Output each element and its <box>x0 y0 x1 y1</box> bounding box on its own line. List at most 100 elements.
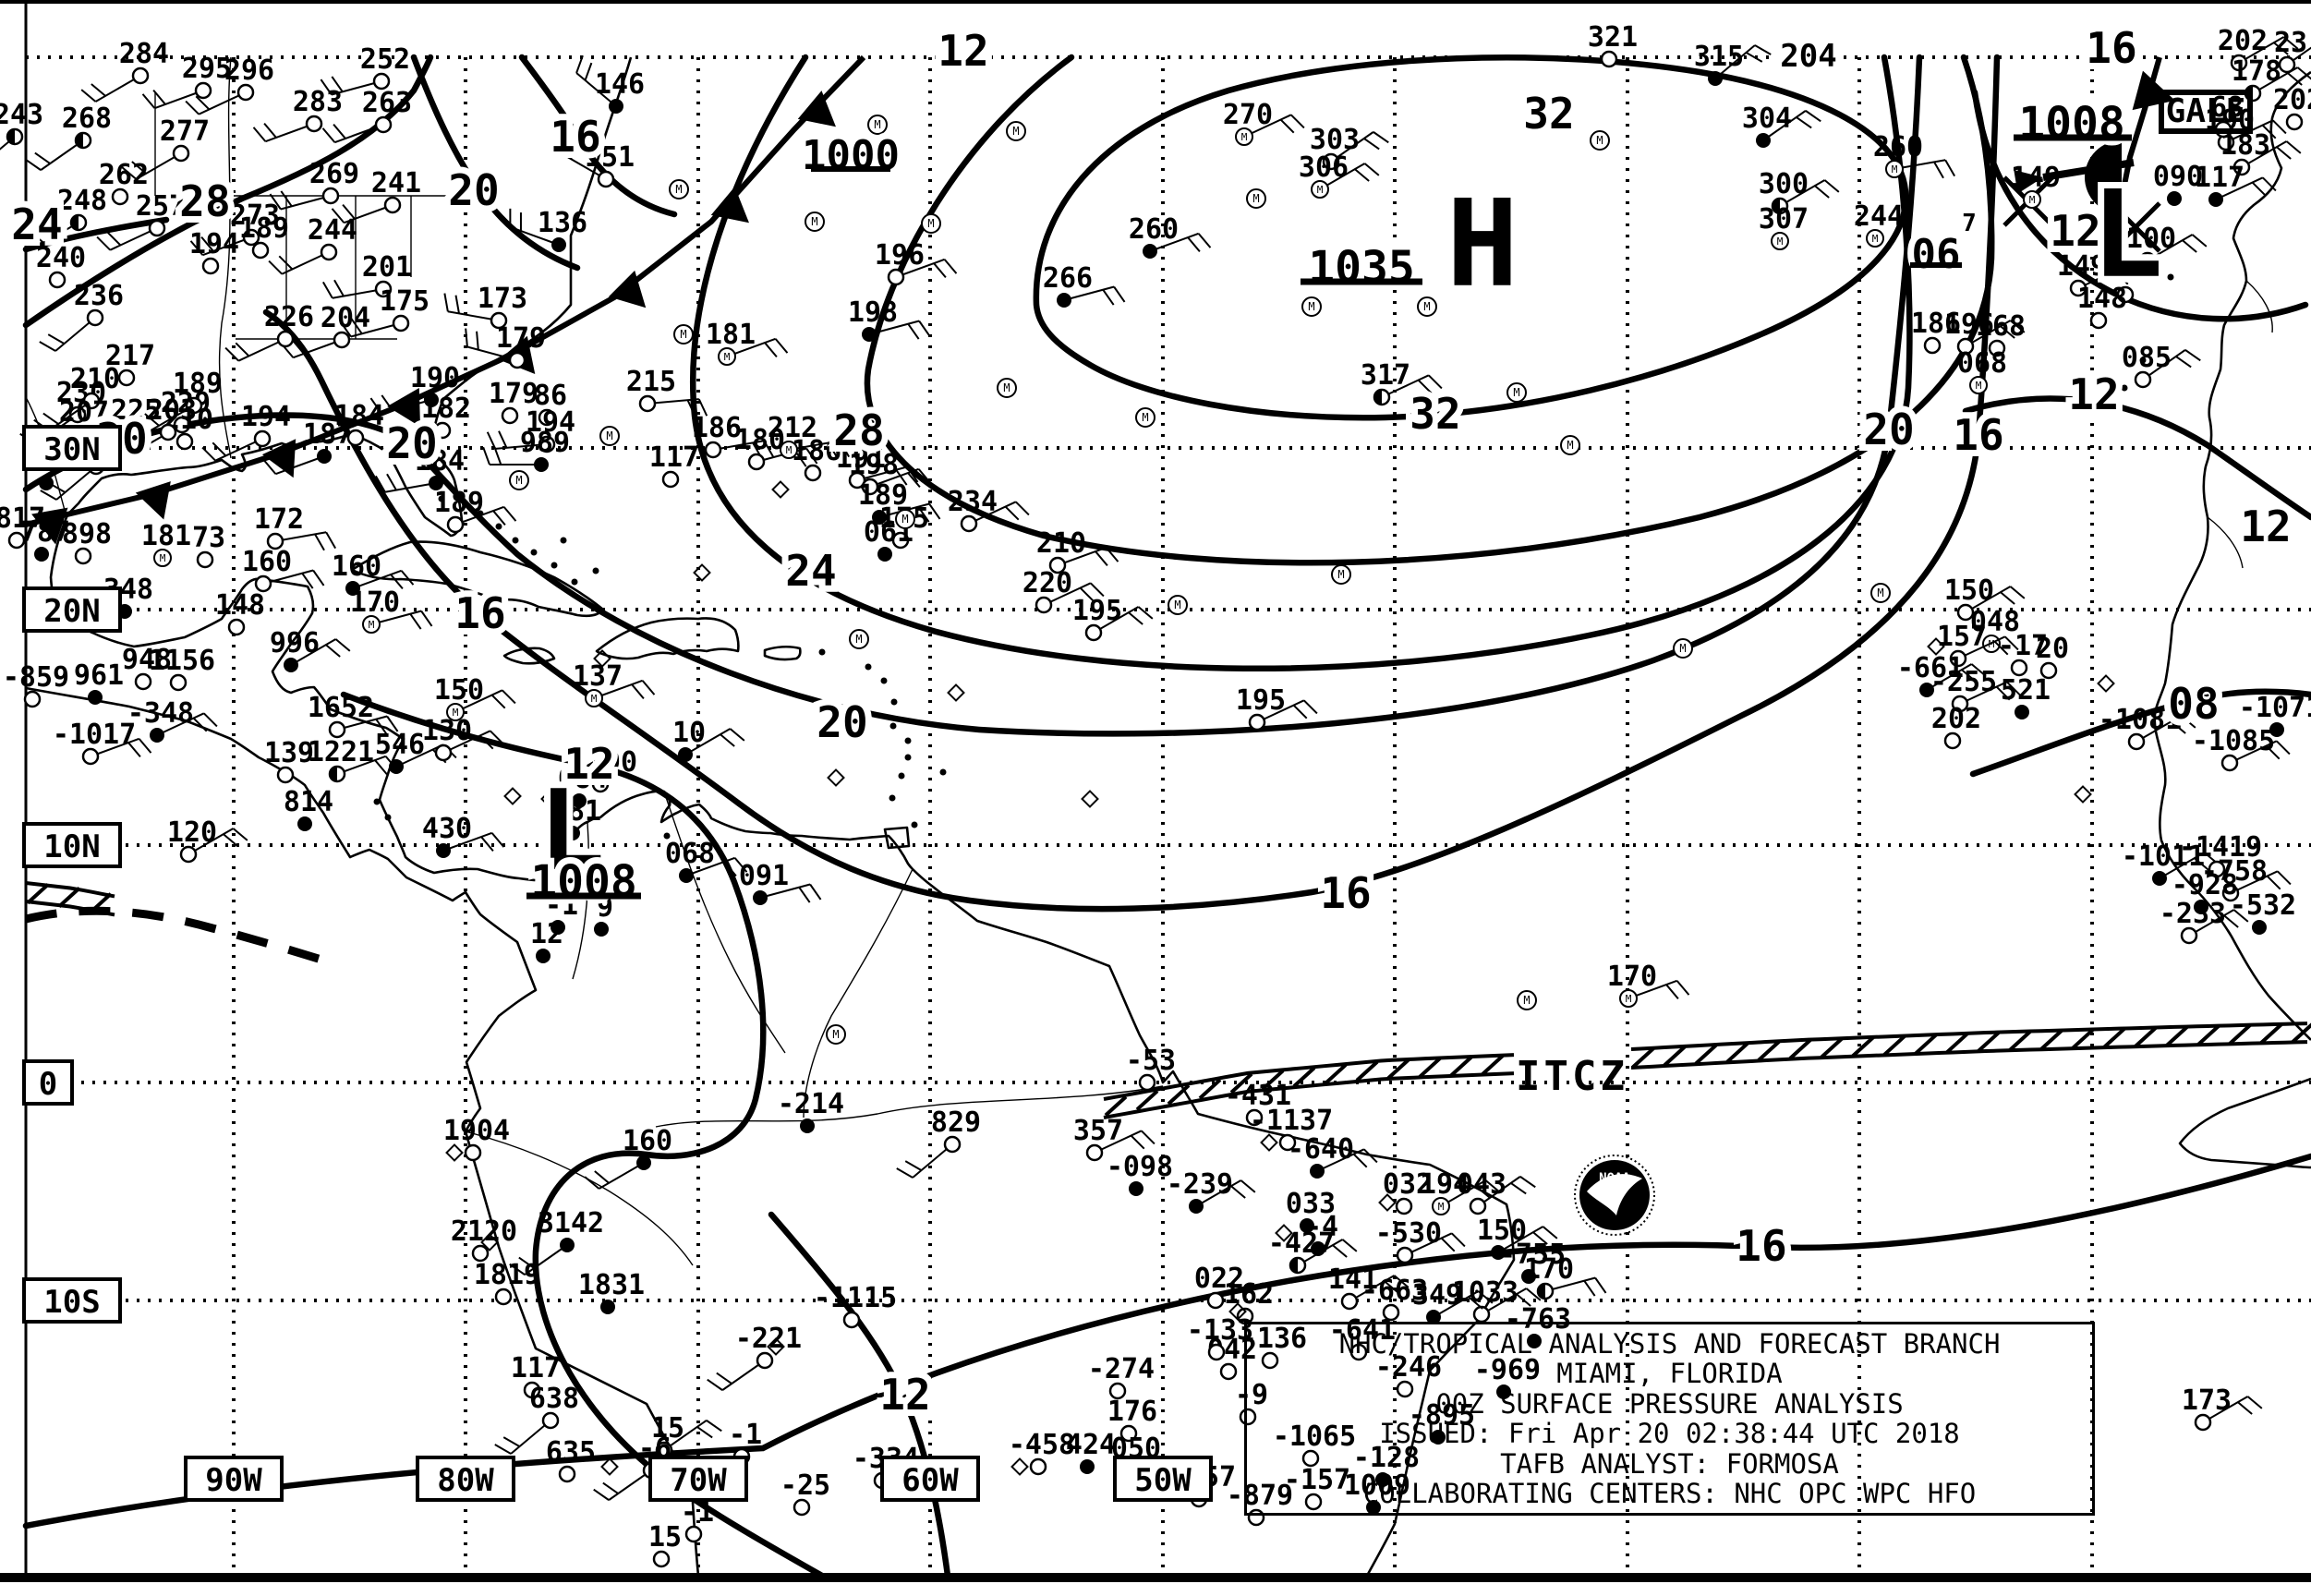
svg-text:091: 091 <box>739 860 789 892</box>
station-plot: 186 <box>792 435 841 482</box>
svg-text:1831: 1831 <box>578 1269 645 1301</box>
svg-text:521: 521 <box>2001 674 2051 707</box>
station-plot: 022 <box>1194 1263 1244 1310</box>
station-plot: 303 <box>1310 124 1389 171</box>
station-plot: 1221 <box>308 736 399 783</box>
low-motion-arrow <box>2042 159 2135 181</box>
station-plot: 187 <box>262 418 353 476</box>
isobar-labels: 2828242420202020201616161616161212121212… <box>5 17 2297 1426</box>
svg-text:-157: -157 <box>1284 1464 1350 1496</box>
station-plot: 1904 <box>443 1115 510 1162</box>
svg-text:20N: 20N <box>43 593 100 630</box>
station-plot: 241 <box>331 167 421 224</box>
station-plot: 186 <box>692 412 775 460</box>
svg-text:178: 178 <box>2232 55 2281 88</box>
svg-text:300: 300 <box>1759 168 1809 200</box>
station-plot: -255 <box>1930 666 2021 713</box>
svg-text:303: 303 <box>1310 124 1360 156</box>
svg-text:162: 162 <box>1224 1278 1274 1311</box>
station-plot: 215 <box>626 366 708 417</box>
front-semicircle <box>2085 140 2122 214</box>
station-plot: 638 <box>494 1383 579 1455</box>
svg-text:ITCZ: ITCZ <box>1516 1053 1628 1100</box>
station-plot: 203 <box>147 394 197 441</box>
svg-text:146: 146 <box>595 68 645 101</box>
station-plot: 182 <box>421 393 471 440</box>
svg-text:-1011: -1011 <box>2122 840 2205 873</box>
svg-text:60W: 60W <box>901 1462 959 1499</box>
isobar-1020 <box>410 54 581 272</box>
svg-text:032: 032 <box>1383 1168 1433 1201</box>
svg-text:180: 180 <box>735 424 785 456</box>
svg-text:194: 194 <box>189 228 239 260</box>
svg-text:117: 117 <box>511 1352 561 1384</box>
ship-obs-symbol: M <box>1331 564 1351 585</box>
station-plot: 546 <box>375 729 457 774</box>
svg-text:160: 160 <box>332 550 381 583</box>
station-plot: 194 <box>486 406 575 453</box>
svg-text:898: 898 <box>62 518 112 550</box>
station-plot: 321 <box>1588 21 1638 68</box>
station-plot: -214 <box>778 1088 844 1133</box>
svg-text:-1115: -1115 <box>814 1282 897 1314</box>
svg-text:186: 186 <box>1911 308 1961 340</box>
station-plot: 20 <box>2036 633 2069 680</box>
station-plot: 283 <box>252 86 343 143</box>
isobar-1012 <box>1962 395 2311 521</box>
svg-text:28: 28 <box>179 176 230 226</box>
svg-text:260: 260 <box>1129 213 1179 246</box>
station-plot: 202 <box>2273 84 2311 131</box>
isobar-1012 <box>1971 89 2309 322</box>
station-plot: 244 <box>268 214 357 275</box>
svg-text:M: M <box>1626 993 1632 1005</box>
station-plot: 73 <box>192 522 225 569</box>
info-line-city: MIAMI, FLORIDA <box>1556 1358 1783 1390</box>
svg-text:32: 32 <box>1410 389 1460 439</box>
info-line-product: 00Z SURFACE PRESSURE ANALYSIS <box>1435 1387 1904 1420</box>
station-plot: 198 <box>848 296 931 342</box>
station-plot: -758 <box>2201 855 2292 902</box>
station-plot: -1115 <box>814 1282 897 1329</box>
center-pressure-value: 1008 <box>2018 98 2125 150</box>
station-plot: 084 <box>558 763 608 808</box>
satellite-fix-diamond <box>1228 1302 1247 1321</box>
svg-text:-348: -348 <box>127 697 194 730</box>
station-plot: 085 <box>2122 342 2201 389</box>
satellite-fix-diamond <box>1081 790 1099 808</box>
svg-text:M: M <box>369 619 375 631</box>
svg-text:179: 179 <box>489 378 538 410</box>
svg-text:-098: -098 <box>1107 1151 1173 1183</box>
svg-text:M: M <box>874 118 880 131</box>
svg-text:149: 149 <box>2011 162 2061 194</box>
station-plot: 295 <box>141 53 232 110</box>
station-plot: 189 <box>434 487 517 534</box>
svg-text:-090: -090 <box>571 746 637 779</box>
station-plot: -532 <box>2230 889 2296 935</box>
svg-text:270: 270 <box>1223 99 1273 131</box>
svg-text:-663: -663 <box>1361 1275 1428 1307</box>
svg-text:3142: 3142 <box>538 1207 604 1239</box>
station-plot: 151 <box>560 135 635 188</box>
svg-text:220: 220 <box>1022 567 1072 599</box>
svg-text:173: 173 <box>478 283 527 315</box>
station-plot: 136 <box>509 207 587 252</box>
lon-label-box <box>880 1456 980 1502</box>
svg-text:M: M <box>1989 638 1995 650</box>
station-plot: 304 <box>1742 103 1821 148</box>
isobar-1008 <box>1969 688 2311 778</box>
isobar-1028 <box>22 54 434 329</box>
svg-text:-969: -969 <box>1474 1354 1541 1386</box>
ship-obs-symbol: M <box>895 509 915 529</box>
svg-text:M: M <box>1523 994 1530 1007</box>
svg-text:117: 117 <box>649 441 699 474</box>
svg-text:M: M <box>1423 300 1430 313</box>
svg-text:296: 296 <box>224 54 274 87</box>
station-plot: -1071 <box>2239 692 2311 737</box>
station-plot: 090 <box>2153 161 2203 206</box>
svg-text:182: 182 <box>421 393 471 425</box>
